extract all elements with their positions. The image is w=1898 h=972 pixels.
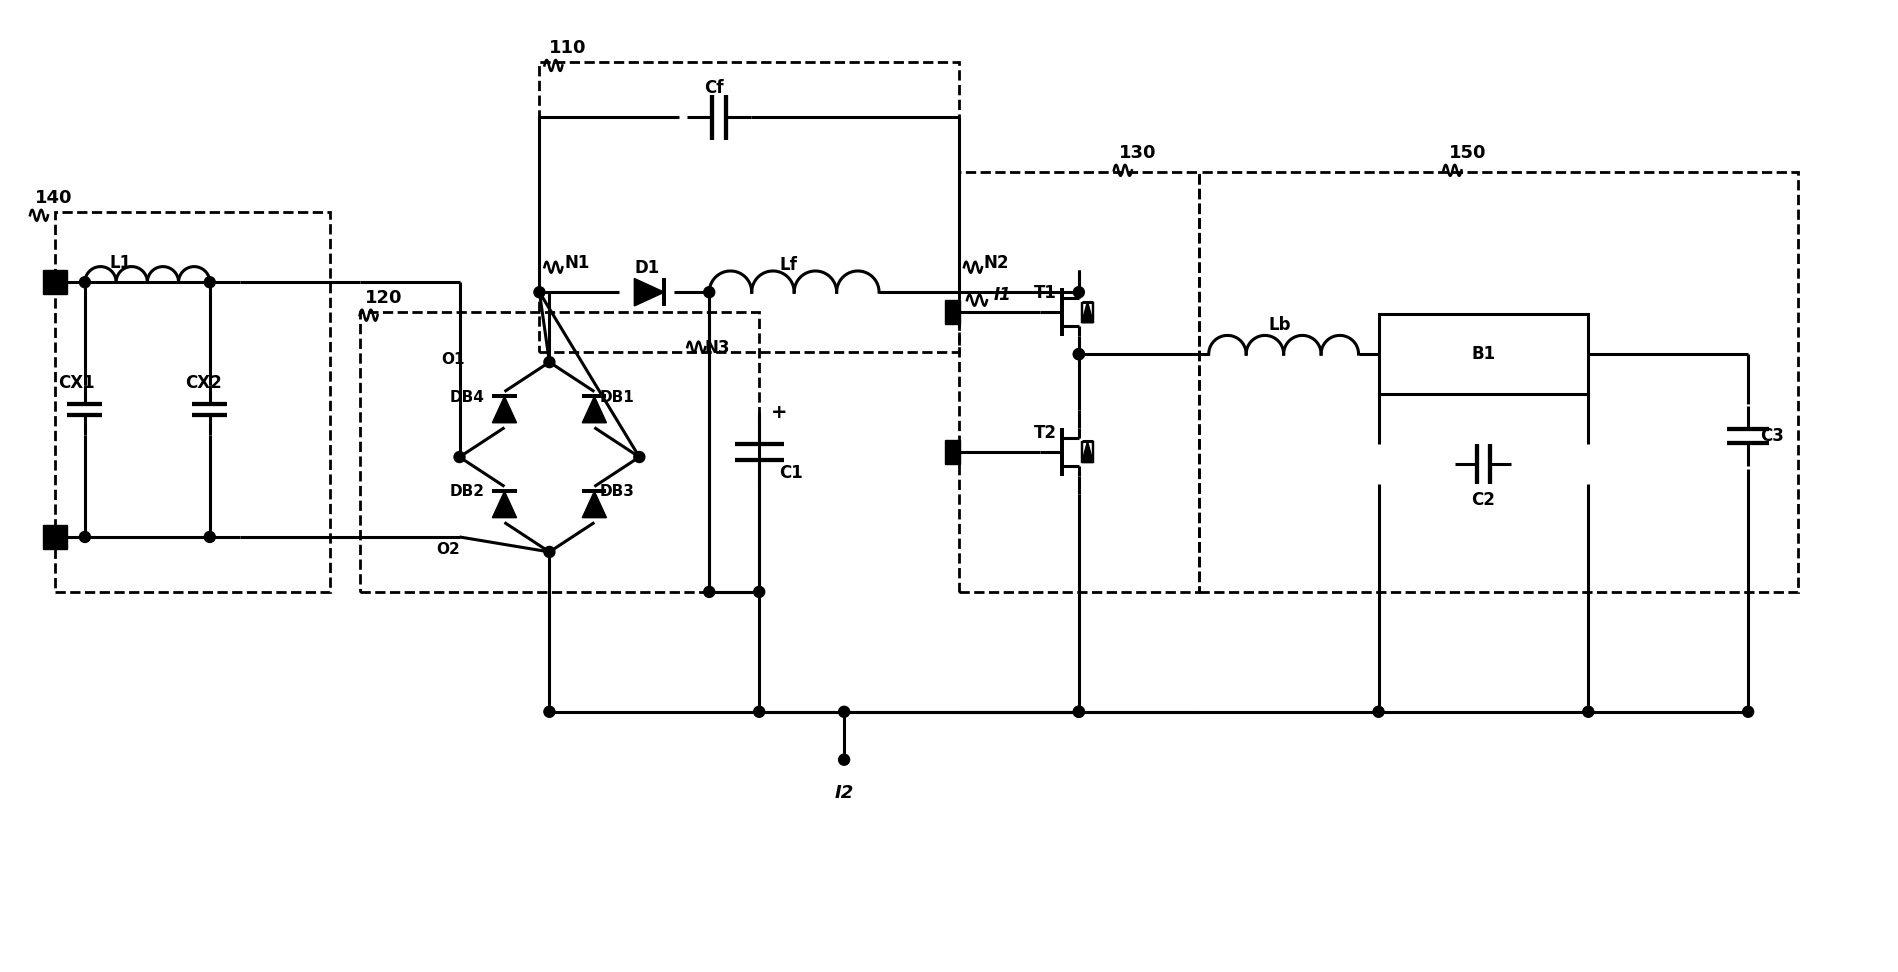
Circle shape xyxy=(545,707,554,717)
Circle shape xyxy=(205,277,214,288)
Text: DB4: DB4 xyxy=(450,390,484,404)
Circle shape xyxy=(205,532,214,542)
Circle shape xyxy=(80,532,91,542)
Circle shape xyxy=(704,287,716,297)
Circle shape xyxy=(545,357,554,367)
Text: T2: T2 xyxy=(1034,424,1057,442)
Text: C2: C2 xyxy=(1471,491,1496,509)
Text: N2: N2 xyxy=(983,255,1010,272)
Text: C3: C3 xyxy=(1759,427,1784,445)
Text: Lf: Lf xyxy=(780,257,797,274)
Text: I2: I2 xyxy=(835,783,854,802)
Circle shape xyxy=(839,707,850,717)
Bar xyxy=(958,172,1200,592)
Polygon shape xyxy=(583,491,607,518)
Text: N1: N1 xyxy=(564,255,590,272)
Bar xyxy=(1200,172,1797,592)
Text: Lb: Lb xyxy=(1268,316,1291,334)
Bar xyxy=(1378,314,1589,394)
Circle shape xyxy=(1372,707,1384,717)
Bar xyxy=(55,212,330,592)
Polygon shape xyxy=(583,397,607,423)
Circle shape xyxy=(839,754,850,765)
Text: 150: 150 xyxy=(1448,144,1486,162)
Circle shape xyxy=(1742,707,1754,717)
Circle shape xyxy=(754,586,765,598)
Text: L1: L1 xyxy=(110,255,133,272)
Bar xyxy=(44,270,66,295)
Circle shape xyxy=(80,277,91,288)
Text: CX1: CX1 xyxy=(59,374,95,392)
Circle shape xyxy=(1074,349,1084,360)
Circle shape xyxy=(634,452,645,463)
Circle shape xyxy=(1074,707,1084,717)
Circle shape xyxy=(1583,707,1594,717)
Circle shape xyxy=(533,287,545,297)
Text: C1: C1 xyxy=(780,464,803,482)
Polygon shape xyxy=(1082,441,1093,463)
Text: DB1: DB1 xyxy=(600,390,634,404)
Text: Cf: Cf xyxy=(704,80,723,97)
Text: DB3: DB3 xyxy=(600,484,634,500)
Text: O1: O1 xyxy=(440,352,465,367)
Polygon shape xyxy=(634,278,664,306)
Circle shape xyxy=(1074,349,1084,360)
Circle shape xyxy=(754,707,765,717)
Bar xyxy=(44,525,66,549)
Bar xyxy=(539,62,958,352)
Text: B1: B1 xyxy=(1471,345,1496,364)
Text: D1: D1 xyxy=(634,260,661,277)
Bar xyxy=(945,300,960,325)
Circle shape xyxy=(454,452,465,463)
Text: N3: N3 xyxy=(704,339,729,357)
Text: +: + xyxy=(771,403,788,422)
Bar xyxy=(359,312,759,592)
Text: 120: 120 xyxy=(364,290,402,307)
Text: CX2: CX2 xyxy=(184,374,222,392)
Circle shape xyxy=(545,546,554,557)
Text: 110: 110 xyxy=(549,40,586,57)
Text: 130: 130 xyxy=(1118,144,1156,162)
Text: DB2: DB2 xyxy=(450,484,484,500)
Polygon shape xyxy=(1082,301,1093,323)
Text: O2: O2 xyxy=(437,542,459,557)
Circle shape xyxy=(1074,707,1084,717)
Text: T1: T1 xyxy=(1034,284,1057,302)
Text: I1: I1 xyxy=(995,286,1012,304)
Polygon shape xyxy=(492,491,516,518)
Circle shape xyxy=(704,586,716,598)
Text: 140: 140 xyxy=(34,190,72,207)
Bar xyxy=(945,440,960,464)
Polygon shape xyxy=(492,397,516,423)
Circle shape xyxy=(1074,287,1084,297)
